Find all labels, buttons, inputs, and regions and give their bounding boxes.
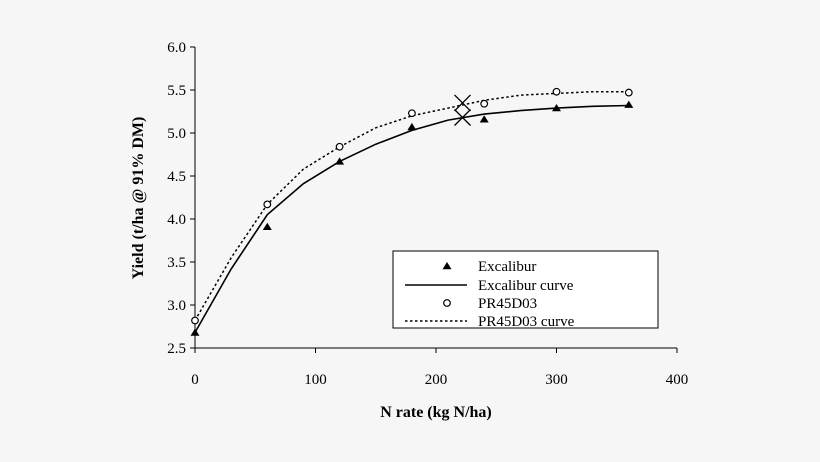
legend-label: PR45D03 (478, 296, 537, 312)
circle-point (552, 87, 561, 96)
x-tick-label: 100 (304, 372, 327, 388)
circle-point (263, 200, 272, 209)
y-tick-label: 3.0 (167, 298, 186, 314)
triangle-point (407, 122, 417, 131)
y-tick-label: 5.0 (167, 126, 186, 142)
y-tick-label: 2.5 (167, 341, 186, 357)
triangle-point (479, 115, 489, 123)
circle-point (191, 316, 199, 325)
x-tick-label: 0 (191, 372, 199, 388)
y-tick-label: 6.0 (167, 40, 186, 56)
y-tick-label: 4.0 (167, 212, 186, 228)
triangle-point (624, 100, 634, 108)
triangle-point (262, 222, 272, 230)
legend-circle-symbol (443, 299, 451, 307)
legend-label: Excalibur curve (478, 278, 574, 294)
legend-box (392, 250, 659, 329)
x-cross-marker (454, 94, 471, 112)
legend: Excalibur Excalibur curve PR45D03 PR45D03 c… (392, 250, 659, 330)
legend-label: PR45D03 curve (478, 314, 575, 330)
x-tick-label: 300 (545, 372, 568, 388)
x-tick-label: 200 (425, 372, 448, 388)
circle-point (335, 142, 344, 151)
chart-markers (190, 87, 634, 336)
circle-point (408, 109, 416, 118)
y-tick-label: 4.5 (167, 169, 186, 185)
circle-point (480, 99, 489, 108)
triangle-point (335, 157, 345, 165)
y-axis-title: Yield (t/ha @ 91% DM) (130, 117, 147, 280)
legend-triangle-symbol (442, 261, 452, 270)
triangle-point (552, 104, 561, 112)
x-axis-title: N rate (kg N/ha) (380, 404, 492, 421)
x-cross-marker (454, 109, 471, 126)
y-tick-label: 3.5 (167, 255, 186, 271)
chart-axes: 2.5 3.0 3.5 4.0 4.5 5.0 5.5 6.0 0 100 200 300 400 (167, 40, 688, 388)
x-tick-label: 400 (666, 372, 689, 388)
legend-label: Excalibur (478, 259, 536, 275)
y-tick-label: 5.5 (167, 83, 186, 99)
circle-point (624, 88, 633, 97)
triangle-point (190, 328, 200, 336)
